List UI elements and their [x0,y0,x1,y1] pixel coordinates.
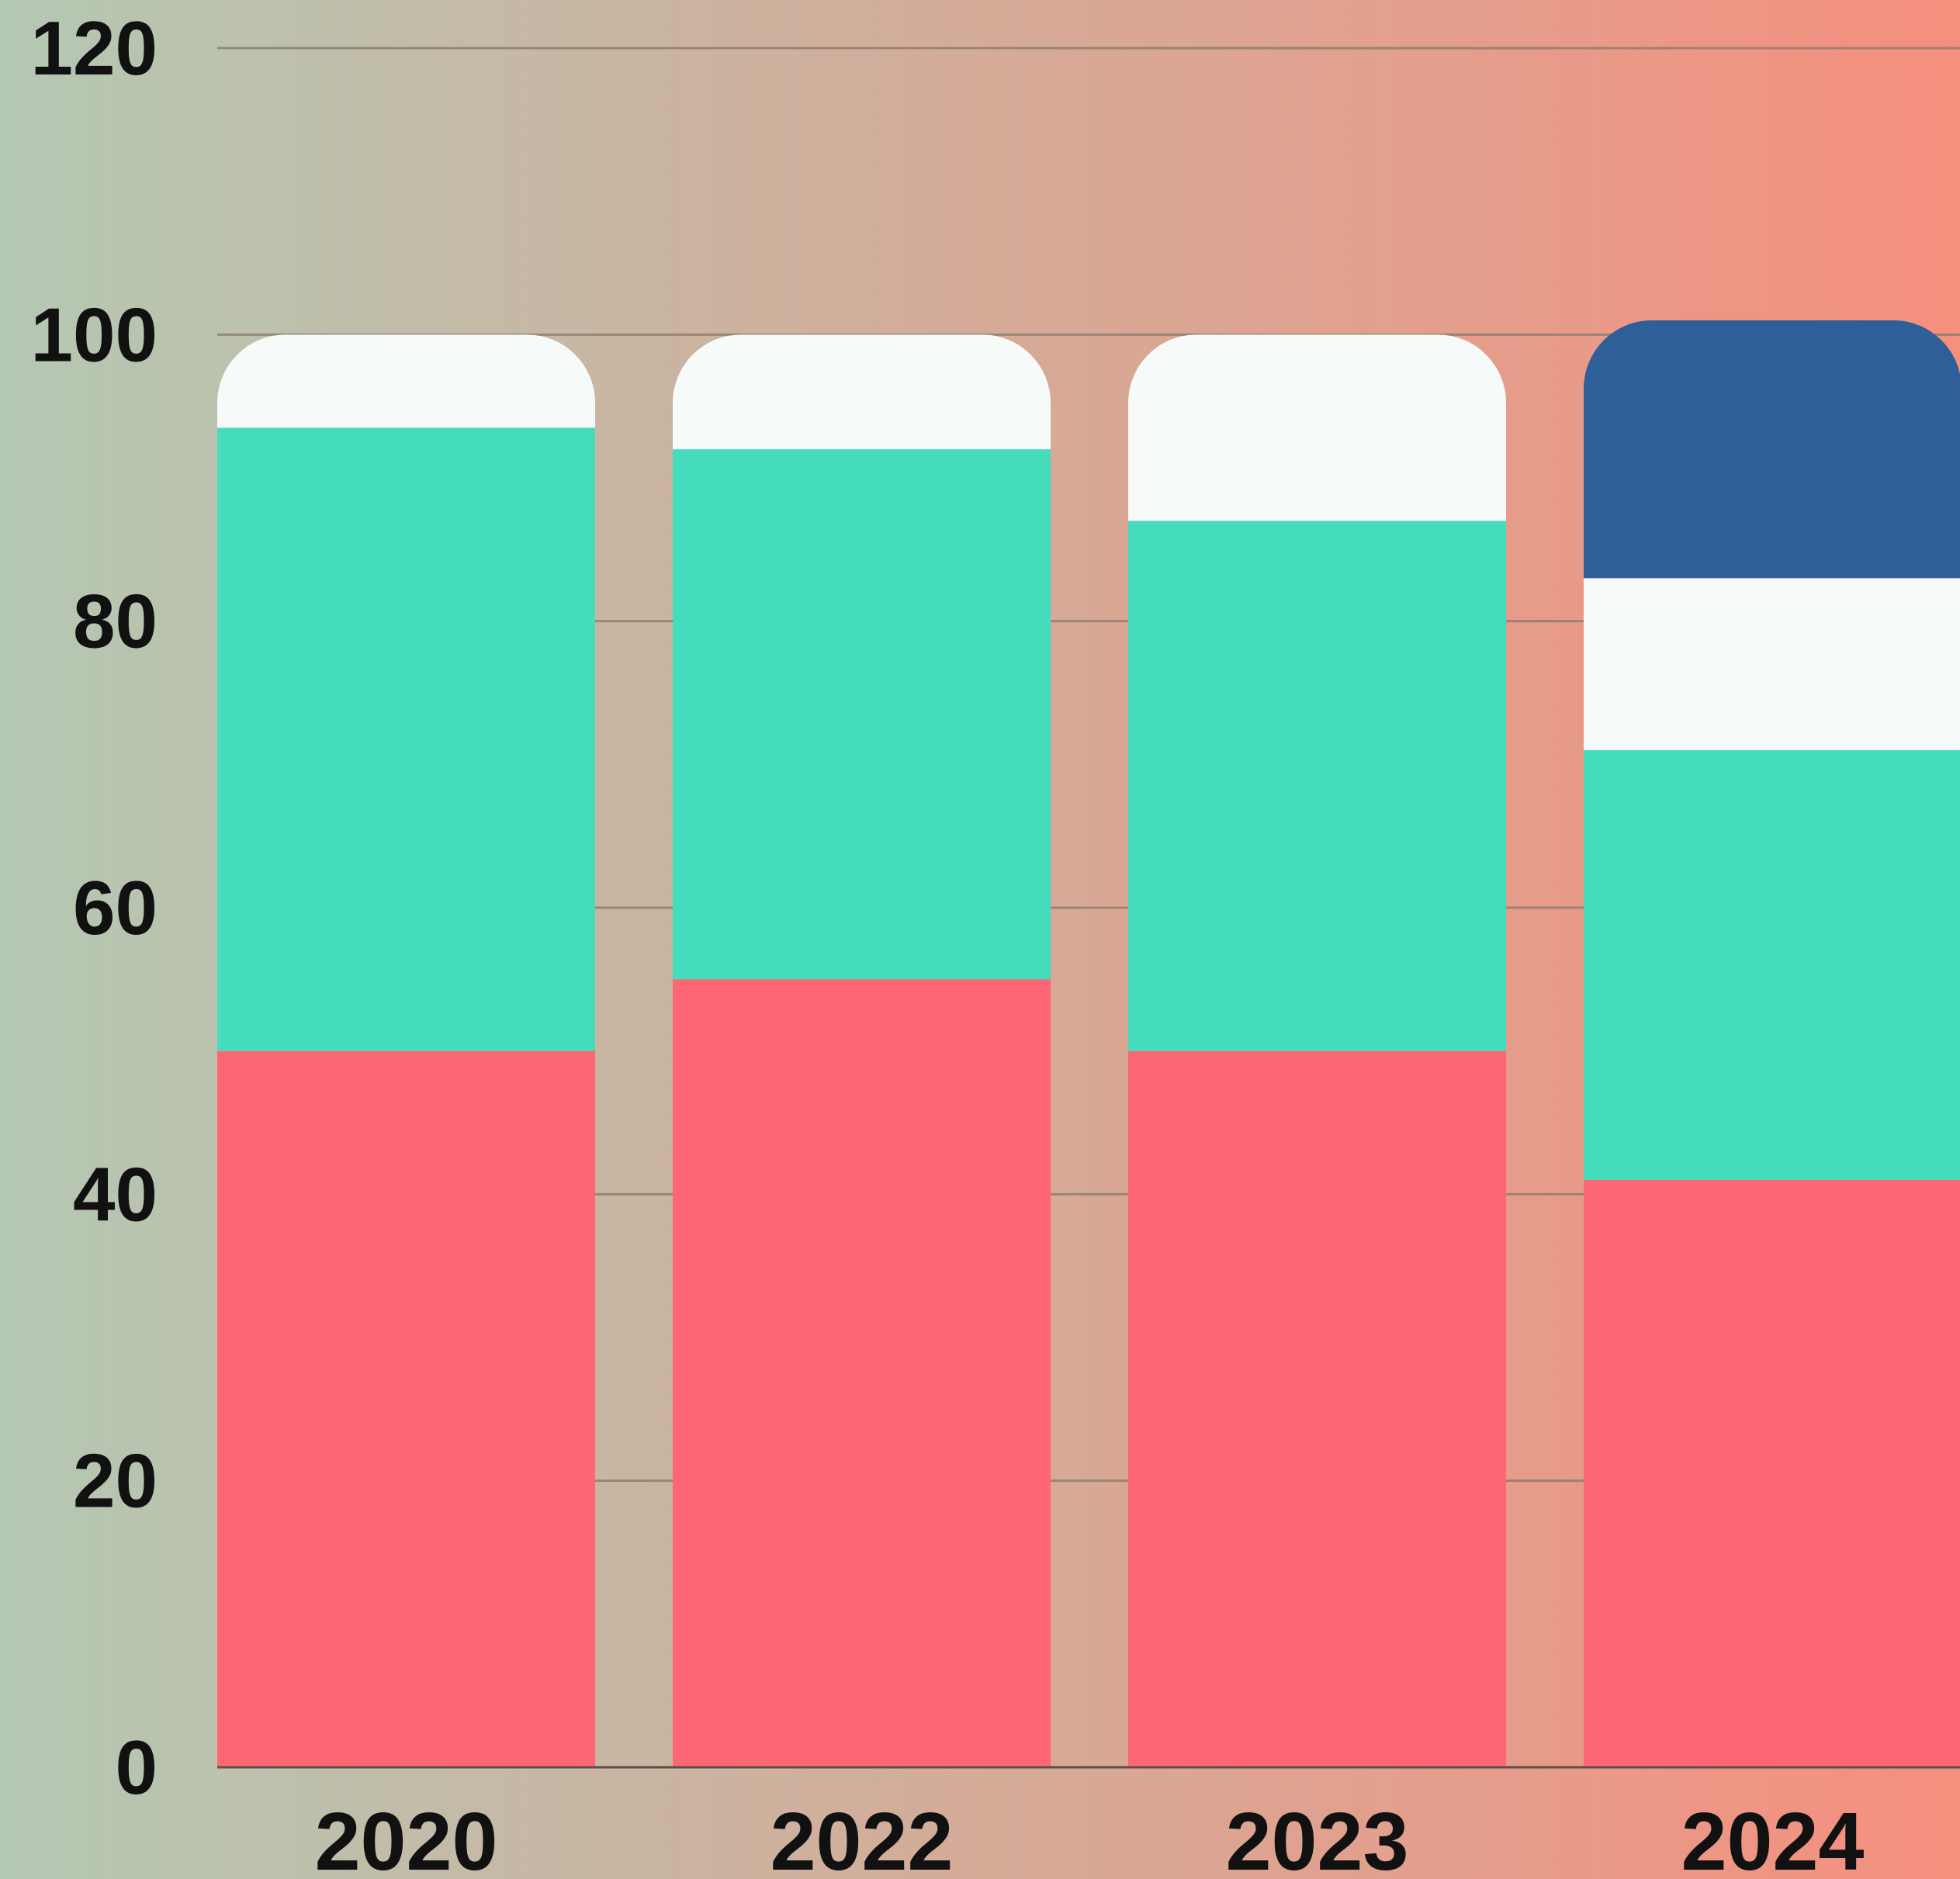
x-axis-tick-labels: 2020 2022 2023 2024 [315,1796,1865,1879]
bars [217,320,1960,1767]
y-tick-label-0: 0 [115,1725,158,1810]
bar-group-2020 [217,334,595,1767]
x-tick-label-2024: 2024 [1681,1796,1865,1879]
y-axis-tick-labels: 0 20 40 60 80 100 120 [30,5,158,1810]
bar-segment-2024-s2 [1584,578,1960,750]
bar-segment-2020-s1 [217,427,595,1051]
y-tick-label-40: 40 [73,1151,158,1237]
y-tick-label-120: 120 [30,5,158,91]
bar-segment-2020-s2 [217,334,595,428]
y-tick-label-80: 80 [73,579,158,664]
y-tick-label-60: 60 [73,865,158,950]
bar-segment-2022-s0 [673,979,1051,1767]
bar-segment-2023-s0 [1128,1050,1506,1767]
x-tick-label-2020: 2020 [315,1796,498,1879]
bar-group-2024 [1584,320,1960,1767]
bar-segment-2024-s3 [1584,320,1960,579]
bar-segment-2023-s1 [1128,521,1506,1051]
x-tick-label-2023: 2023 [1226,1796,1409,1879]
bar-segment-2024-s1 [1584,749,1960,1180]
bar-segment-2023-s2 [1128,334,1506,521]
x-tick-label-2022: 2022 [770,1796,954,1879]
bar-segment-2022-s1 [673,449,1051,980]
bar-group-2023 [1128,334,1506,1767]
bar-segment-2024-s0 [1584,1179,1960,1767]
y-tick-label-20: 20 [73,1438,158,1524]
bar-segment-2022-s2 [673,334,1051,450]
bar-segment-2020-s0 [217,1050,595,1767]
y-tick-label-100: 100 [30,292,158,377]
bar-group-2022 [673,334,1051,1767]
